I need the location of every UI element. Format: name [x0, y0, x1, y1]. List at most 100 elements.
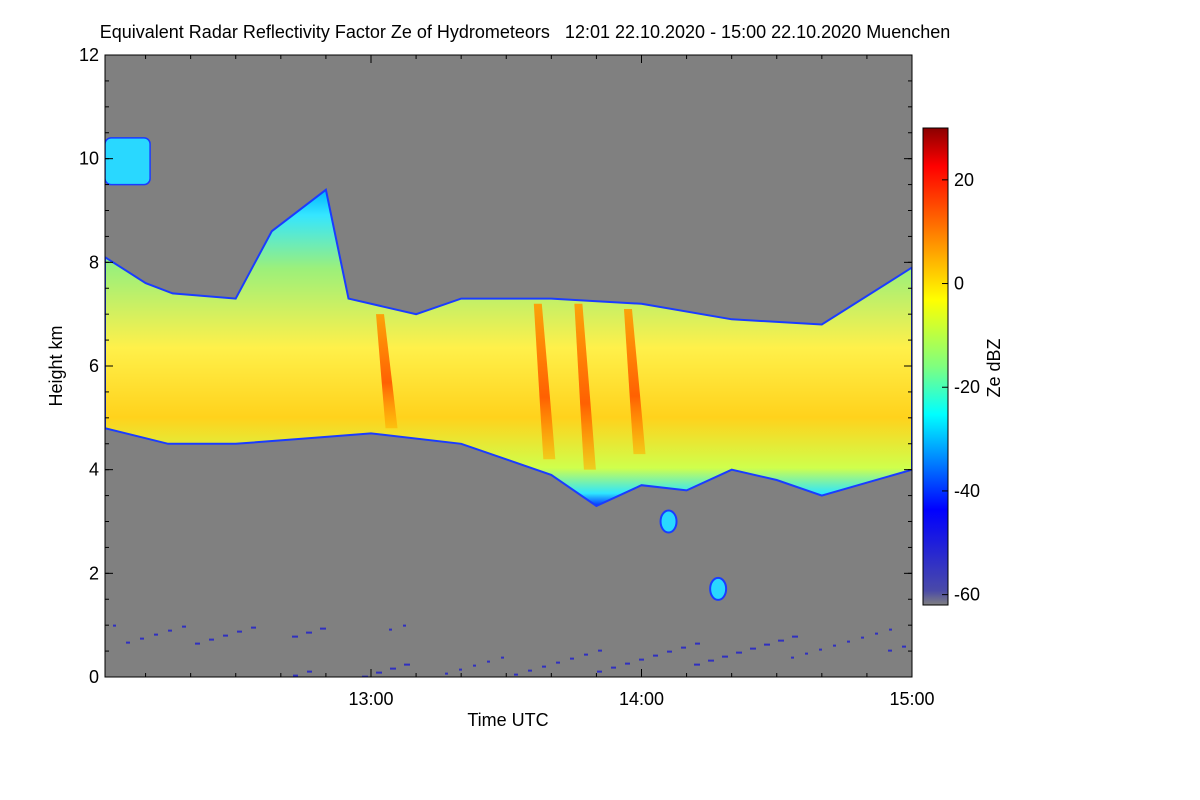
x-axis-label: Time UTC [467, 710, 548, 730]
y-tick-label: 2 [89, 563, 99, 583]
ground-clutter-speck [542, 665, 546, 668]
ground-clutter-speck [750, 647, 756, 650]
ground-clutter-speck [168, 629, 172, 632]
ground-clutter-speck [764, 643, 770, 646]
ground-clutter-speck [556, 661, 560, 664]
y-axis-label: Height km [46, 325, 66, 406]
fall-streak [623, 308, 646, 455]
ground-clutter-speck [791, 656, 794, 659]
ground-clutter-speck [182, 625, 186, 628]
y-tick-label: 10 [79, 149, 99, 169]
ground-clutter-speck [598, 649, 602, 652]
ground-clutter-speck [667, 650, 672, 653]
ground-clutter-speck [223, 634, 228, 637]
ground-clutter-speck [403, 624, 406, 627]
ground-clutter-speck [376, 671, 382, 674]
ground-clutter-speck [681, 646, 686, 649]
x-tick-label: 14:00 [619, 689, 664, 709]
chart-title: Equivalent Radar Reflectivity Factor Ze … [99, 22, 951, 42]
ground-clutter-speck [140, 637, 144, 640]
colorbar-tick-label: -60 [954, 585, 980, 605]
axes: 0 2 4 6 8 10 12 13:00 14:00 15:00 [79, 45, 935, 709]
ground-clutter-speck [875, 632, 878, 635]
ground-clutter-speck [334, 684, 340, 686]
ground-clutter-speck [445, 672, 448, 675]
ground-clutter-speck [792, 635, 798, 638]
ground-clutter-speck [154, 633, 158, 636]
ground-clutter-speck [293, 674, 298, 677]
fall-streak [574, 303, 596, 470]
ground-clutter-speck [237, 630, 242, 633]
fall-streak [376, 314, 398, 429]
colorbar-tick-label: -40 [954, 481, 980, 501]
ground-clutter-speck [292, 635, 298, 638]
ground-clutter-speck [597, 670, 602, 673]
ground-clutter-speck [888, 649, 892, 652]
ground-clutter-speck [819, 648, 822, 651]
ground-clutter-speck [833, 644, 836, 647]
ground-clutter-speck [570, 657, 574, 660]
ground-clutter-speck [694, 663, 700, 666]
ground-clutter-speck [404, 663, 410, 666]
ground-clutter-speck [362, 675, 368, 677]
ground-clutter-speck [708, 659, 714, 662]
ground-clutter-speck [389, 628, 392, 631]
colorbar-tick-label: -20 [954, 377, 980, 397]
ground-clutter-speck [847, 640, 850, 643]
ground-clutter-speck [209, 638, 214, 641]
ground-clutter-speck [459, 668, 462, 671]
isolated-echo [709, 576, 728, 601]
colorbar-tick-label: 20 [954, 170, 974, 190]
y-tick-label: 0 [89, 667, 99, 687]
colorbar-axis: -60 -40 -20 0 20 [942, 170, 980, 605]
ground-clutter-speck [473, 664, 476, 667]
data-layer [105, 137, 912, 686]
y-tick-label: 6 [89, 356, 99, 376]
ground-clutter-speck [778, 639, 784, 642]
ground-clutter-speck [902, 645, 906, 648]
ground-clutter-speck [611, 666, 616, 669]
x-tick-label: 15:00 [889, 689, 934, 709]
ground-clutter-speck [195, 642, 200, 645]
y-tick-label: 12 [79, 45, 99, 65]
ground-clutter-speck [210, 678, 214, 680]
ground-clutter-speck [639, 658, 644, 661]
ground-clutter-speck [113, 624, 116, 627]
ground-clutter-speck [348, 680, 354, 682]
cloud-layer [105, 188, 912, 508]
ground-clutter-speck [306, 631, 312, 634]
ground-clutter-speck [653, 654, 658, 657]
ground-clutter-speck [500, 678, 504, 680]
ground-clutter-speck [487, 660, 490, 663]
ground-clutter-speck [265, 683, 270, 685]
ground-clutter-speck [736, 651, 742, 654]
ground-clutter-speck [279, 679, 284, 681]
ground-clutter-speck [805, 652, 808, 655]
colorbar [922, 127, 949, 606]
ground-clutter-speck [625, 662, 630, 665]
ground-clutter-speck [501, 656, 504, 659]
ground-clutter-speck [584, 653, 588, 656]
ground-clutter-speck [390, 667, 396, 670]
colorbar-tick-label: 0 [954, 274, 964, 294]
y-tick-label: 4 [89, 460, 99, 480]
cirrus-patch [105, 137, 151, 186]
ground-clutter-speck [417, 681, 420, 683]
ground-clutter-speck [722, 655, 728, 658]
ground-clutter-speck [196, 682, 200, 684]
ground-clutter-speck [307, 670, 312, 673]
y-tick-label: 8 [89, 252, 99, 272]
ground-clutter-speck [486, 682, 490, 684]
isolated-echo [659, 509, 678, 534]
ground-clutter-speck [528, 669, 532, 672]
ground-clutter-speck [320, 627, 326, 630]
ground-clutter-speck [126, 641, 130, 644]
ground-clutter-speck [251, 626, 256, 629]
ground-clutter-speck [695, 642, 700, 645]
colorbar-label: Ze dBZ [984, 338, 1004, 397]
x-tick-label: 13:00 [348, 689, 393, 709]
ground-clutter-speck [861, 636, 864, 639]
ground-clutter-speck [514, 673, 518, 676]
ground-clutter-speck [889, 628, 892, 631]
